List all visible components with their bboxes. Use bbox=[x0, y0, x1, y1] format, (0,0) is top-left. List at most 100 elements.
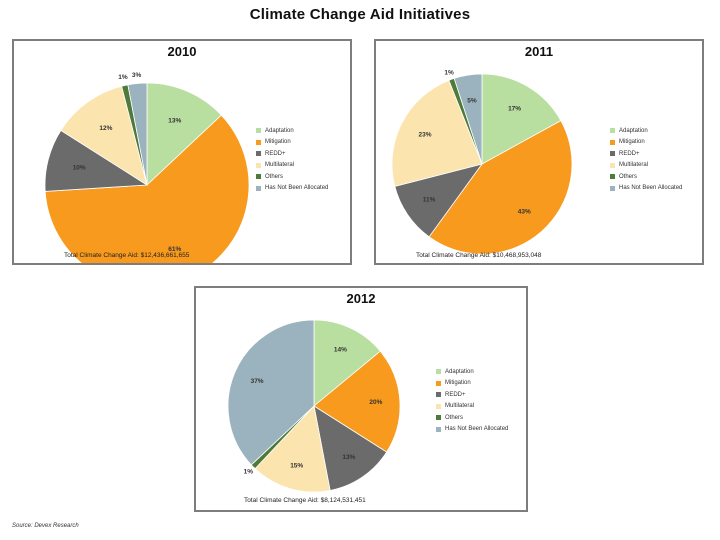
slice-label-2011-others: 1% bbox=[444, 69, 454, 76]
legend-label: Others bbox=[265, 173, 284, 180]
slice-label-2011-adaptation: 17% bbox=[508, 106, 521, 113]
chart-title-2010: 2010 bbox=[167, 44, 197, 59]
legend-label: Adaptation bbox=[265, 127, 294, 134]
legend-swatch bbox=[436, 426, 441, 432]
slice-label-2011-multilateral: 23% bbox=[418, 132, 431, 139]
pie-chart-2010-panel: 2010 13% 61% 10% 12% 1% 3% Adaptation Mitigatio… bbox=[12, 39, 352, 265]
legend-item-2010-others: Others bbox=[256, 171, 328, 183]
legend-item-2012-adaptation: Adaptation bbox=[436, 366, 508, 378]
slice-label-2012-adaptation: 14% bbox=[334, 347, 347, 354]
legend-swatch bbox=[436, 369, 441, 375]
pie-slice-2012-multilateral bbox=[254, 405, 331, 493]
pie-slice-2010-mitigation bbox=[44, 114, 250, 263]
pie-slice-2010-adaptation bbox=[146, 82, 222, 186]
pie-2011: 17% 43% 11% 23% 1% 5% bbox=[391, 69, 573, 255]
pie-slice-2012-has-not-been-allocated bbox=[227, 319, 315, 466]
total-aid-2010: Total Climate Change Aid: $12,436,661,65… bbox=[64, 252, 190, 259]
legend-item-2011-redd-plus: REDD+ bbox=[610, 148, 682, 160]
pie-slice-2011-multilateral bbox=[391, 79, 483, 187]
legend-2011: Adaptation Mitigation REDD+ Multilateral Oth… bbox=[610, 125, 682, 194]
slice-label-2010-multilateral: 12% bbox=[99, 125, 112, 132]
legend-label: Others bbox=[445, 414, 464, 421]
total-aid-2012: Total Climate Change Aid: $8,124,531,451 bbox=[244, 497, 366, 504]
pie-slice-2010-has-not-been-allocated bbox=[127, 82, 148, 186]
legend-label: Has Not Been Allocated bbox=[619, 185, 683, 192]
pie-slice-2011-adaptation bbox=[481, 73, 562, 165]
pie-slice-2012-mitigation bbox=[313, 350, 401, 453]
slice-label-2012-redd-plus: 13% bbox=[342, 454, 355, 461]
legend-label: Others bbox=[619, 173, 638, 180]
slice-label-2010-adaptation: 13% bbox=[168, 117, 181, 124]
slice-label-2010-others: 1% bbox=[118, 74, 128, 81]
legend-2012: Adaptation Mitigation REDD+ Multilateral Oth… bbox=[436, 366, 508, 435]
legend-swatch bbox=[256, 151, 261, 157]
legend-item-2010-redd-plus: REDD+ bbox=[256, 148, 328, 160]
slice-label-2010-mitigation: 61% bbox=[168, 246, 181, 253]
pie-slice-2011-mitigation bbox=[428, 120, 573, 255]
legend-label: Adaptation bbox=[445, 368, 474, 375]
page-title: Climate Change Aid Initiatives bbox=[249, 6, 471, 23]
legend-swatch bbox=[610, 185, 615, 191]
legend-swatch bbox=[256, 139, 261, 145]
legend-item-2010-adaptation: Adaptation bbox=[256, 125, 328, 137]
chart-title-2011: 2011 bbox=[524, 44, 554, 59]
source-note: Source: Devex Research bbox=[12, 523, 79, 529]
legend-item-2011-multilateral: Multilateral bbox=[610, 160, 682, 172]
legend-item-2011-mitigation: Mitigation bbox=[610, 137, 682, 149]
slice-label-2010-redd-plus: 10% bbox=[73, 164, 86, 171]
legend-label: Mitigation bbox=[265, 139, 291, 146]
legend-label: Has Not Been Allocated bbox=[445, 426, 509, 433]
legend-swatch bbox=[610, 139, 615, 145]
legend-swatch bbox=[436, 380, 441, 386]
pie-slice-2012-adaptation bbox=[313, 319, 381, 407]
legend-swatch bbox=[256, 128, 261, 134]
slice-label-2010-has-not-been-allocated: 3% bbox=[132, 72, 142, 79]
legend-swatch bbox=[610, 162, 615, 168]
legend-label: Multilateral bbox=[265, 162, 295, 169]
slice-label-2012-others: 1% bbox=[244, 468, 254, 475]
legend-item-2012-has-not-been-allocated: Has Not Been Allocated bbox=[436, 424, 508, 436]
legend-label: REDD+ bbox=[265, 150, 286, 157]
legend-swatch bbox=[256, 185, 261, 191]
legend-label: Adaptation bbox=[619, 127, 648, 134]
legend-swatch bbox=[610, 151, 615, 157]
total-aid-2011: Total Climate Change Aid: $10,468,953,04… bbox=[416, 252, 542, 259]
slice-label-2011-has-not-been-allocated: 5% bbox=[467, 98, 477, 105]
legend-item-2010-multilateral: Multilateral bbox=[256, 160, 328, 172]
legend-swatch bbox=[256, 174, 261, 180]
legend-label: Multilateral bbox=[445, 403, 475, 410]
pie-chart-2012-panel: 2012 14% 20% 13% 15% 1% 37% Adaptation Mitigati… bbox=[194, 286, 528, 512]
slice-label-2012-mitigation: 20% bbox=[369, 399, 382, 406]
pie-chart-2011-panel: 2011 17% 43% 11% 23% 1% 5% Adaptation Mitigatio… bbox=[374, 39, 704, 265]
legend-2010: Adaptation Mitigation REDD+ Multilateral Oth… bbox=[256, 125, 328, 194]
legend-swatch bbox=[436, 415, 441, 421]
chart-title-2012: 2012 bbox=[346, 291, 376, 306]
legend-item-2010-mitigation: Mitigation bbox=[256, 137, 328, 149]
legend-label: Has Not Been Allocated bbox=[265, 185, 329, 192]
legend-swatch bbox=[436, 403, 441, 409]
legend-item-2012-redd-plus: REDD+ bbox=[436, 389, 508, 401]
slice-label-2012-has-not-been-allocated: 37% bbox=[251, 378, 264, 385]
legend-label: REDD+ bbox=[619, 150, 640, 157]
pie-slice-2011-has-not-been-allocated bbox=[453, 73, 483, 165]
slice-label-2012-multilateral: 15% bbox=[290, 462, 303, 469]
legend-item-2012-mitigation: Mitigation bbox=[436, 378, 508, 390]
legend-item-2011-adaptation: Adaptation bbox=[610, 125, 682, 137]
pie-slice-2010-multilateral bbox=[60, 85, 148, 186]
legend-item-2011-has-not-been-allocated: Has Not Been Allocated bbox=[610, 183, 682, 195]
legend-swatch bbox=[610, 128, 615, 134]
slice-label-2011-mitigation: 43% bbox=[518, 209, 531, 216]
legend-label: Multilateral bbox=[619, 162, 649, 169]
legend-label: Mitigation bbox=[619, 139, 645, 146]
legend-swatch bbox=[436, 392, 441, 398]
legend-label: REDD+ bbox=[445, 391, 466, 398]
legend-item-2012-multilateral: Multilateral bbox=[436, 401, 508, 413]
legend-item-2010-has-not-been-allocated: Has Not Been Allocated bbox=[256, 183, 328, 195]
legend-label: Mitigation bbox=[445, 380, 471, 387]
legend-swatch bbox=[256, 162, 261, 168]
legend-swatch bbox=[610, 174, 615, 180]
pie-2010: 13% 61% 10% 12% 1% 3% bbox=[44, 72, 250, 263]
pie-2012: 14% 20% 13% 15% 1% 37% bbox=[227, 319, 401, 493]
legend-item-2012-others: Others bbox=[436, 412, 508, 424]
legend-item-2011-others: Others bbox=[610, 171, 682, 183]
